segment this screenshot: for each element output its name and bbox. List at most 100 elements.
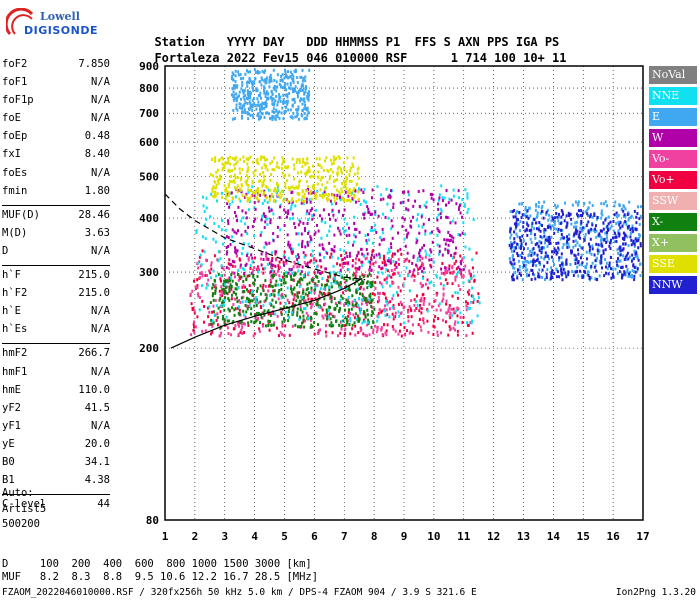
echo-point: [566, 235, 569, 239]
echo-point: [352, 156, 355, 160]
echo-point: [241, 285, 244, 289]
echo-point: [450, 307, 453, 311]
echo-point: [249, 200, 252, 204]
echo-point: [293, 260, 296, 264]
echo-point: [547, 239, 550, 243]
echo-point: [362, 254, 365, 258]
echo-point: [301, 239, 304, 243]
echo-point: [324, 192, 327, 196]
echo-point: [638, 217, 641, 221]
echo-point: [288, 301, 291, 305]
echo-point: [442, 318, 445, 322]
echo-point: [374, 223, 377, 227]
echo-point: [329, 272, 332, 276]
echo-point: [215, 175, 218, 179]
echo-point: [433, 299, 436, 303]
echo-point: [349, 317, 352, 321]
echo-point: [282, 333, 285, 337]
echo-point: [579, 256, 582, 260]
echo-point: [587, 214, 590, 218]
echo-point: [261, 78, 264, 82]
echo-point: [554, 216, 557, 220]
echo-point: [406, 233, 409, 237]
echo-point: [543, 257, 546, 261]
echo-point: [456, 333, 459, 337]
echo-point: [234, 264, 237, 268]
echo-point: [513, 208, 516, 212]
echo-point: [380, 310, 383, 314]
echo-point: [308, 93, 311, 97]
echo-point: [287, 69, 290, 73]
echo-point: [256, 198, 259, 202]
echo-point: [284, 82, 287, 86]
echo-point: [217, 178, 220, 182]
echo-point: [353, 272, 356, 276]
echo-point: [291, 292, 294, 296]
echo-point: [565, 259, 568, 263]
echo-point: [408, 305, 411, 309]
echo-point: [228, 202, 231, 206]
echo-point: [612, 236, 615, 240]
echo-point: [560, 269, 563, 273]
echo-point: [615, 222, 618, 226]
echo-point: [257, 162, 260, 166]
echo-point: [388, 194, 391, 198]
echo-point: [344, 280, 347, 284]
echo-point: [407, 208, 410, 212]
echo-point: [447, 238, 450, 242]
echo-point: [630, 273, 633, 277]
echo-point: [397, 293, 400, 297]
echo-point: [385, 300, 388, 304]
echo-point: [429, 192, 432, 196]
echo-point: [330, 312, 333, 316]
echo-point: [590, 252, 593, 256]
echo-point: [212, 174, 215, 178]
echo-point: [256, 316, 259, 320]
echo-point: [209, 215, 212, 219]
echo-point: [329, 271, 332, 275]
echo-point: [399, 322, 402, 326]
echo-point: [247, 112, 250, 116]
echo-point: [455, 274, 458, 278]
echo-point: [266, 168, 269, 172]
echo-point: [466, 211, 469, 215]
echo-point: [550, 215, 553, 219]
echo-point: [430, 265, 433, 269]
echo-point: [513, 249, 516, 253]
echo-point: [204, 329, 207, 333]
echo-point: [361, 282, 364, 286]
echo-point: [220, 156, 223, 160]
echo-point: [335, 319, 338, 323]
echo-point: [330, 300, 333, 304]
echo-point: [210, 276, 213, 280]
echo-point: [572, 225, 575, 229]
echo-point: [631, 269, 634, 273]
echo-point: [247, 323, 250, 327]
echo-point: [445, 238, 448, 242]
echo-point: [606, 230, 609, 234]
echo-point: [261, 184, 264, 188]
echo-point: [638, 234, 641, 238]
echo-point: [238, 308, 241, 312]
x-tick-label: 1: [162, 530, 169, 543]
echo-point: [600, 242, 603, 246]
echo-point: [637, 246, 640, 250]
echo-point: [450, 253, 453, 257]
echo-point: [442, 287, 445, 291]
echo-point: [354, 324, 357, 328]
echo-point: [253, 234, 256, 238]
echo-point: [325, 334, 328, 338]
echo-point: [301, 278, 304, 282]
echo-point: [416, 264, 419, 268]
echo-point: [254, 320, 257, 324]
echo-point: [535, 204, 538, 208]
echo-point: [285, 88, 288, 92]
echo-point: [341, 265, 344, 269]
echo-point: [383, 260, 386, 264]
echo-point: [239, 97, 242, 101]
echo-point: [197, 294, 200, 298]
echo-point: [343, 199, 346, 203]
echo-point: [513, 262, 516, 266]
echo-point: [276, 103, 279, 107]
echo-point: [307, 314, 310, 318]
